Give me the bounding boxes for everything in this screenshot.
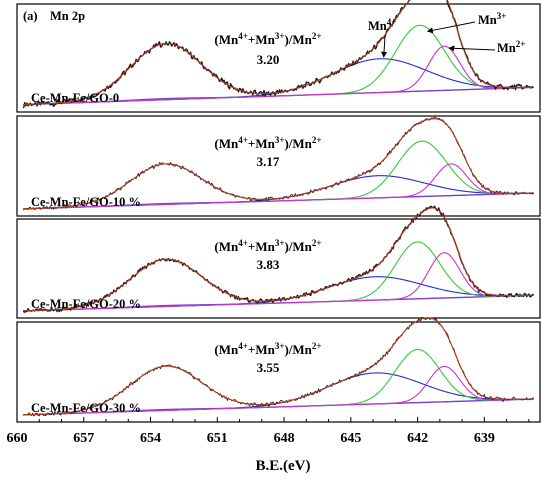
spectrum-panel: Ce-Mn-Fe/GO-20 % (Mn4++Mn3+)/Mn2+ 3.83 [16,205,541,319]
spectrum-panel: Ce-Mn-Fe/GO-0 (Mn4++Mn3+)/Mn2+ 3.20 (a) Mn 2… [16,0,541,113]
sample-label: Ce-Mn-Fe/GO-0 [31,91,119,105]
spectrum-panel: Ce-Mn-Fe/GO-30 % (Mn4++Mn3+)/Mn2+ 3.55 [16,316,541,423]
ratio-label: (Mn4++Mn3+)/Mn2+ [214,135,321,151]
ratio-value: 3.20 [257,52,280,67]
mn2-component [23,252,534,312]
x-tick-label: 651 [207,431,228,446]
x-tick-label: 645 [340,431,361,446]
panel-tag: (a) [23,9,38,23]
x-axis: 660 657 654 651 648 645 642 639 [7,417,530,446]
raw-spectrum [22,0,535,109]
mn3-arrow [426,21,476,34]
x-axis-title: B.E.(eV) [256,458,311,474]
x-tick-label: 642 [407,431,428,446]
mn4-peak-label: Mn4+ [368,17,396,33]
ratio-label: (Mn4++Mn3+)/Mn2+ [214,238,321,254]
panel-frame [16,115,541,217]
panel-frame [16,3,541,113]
sample-label: Ce-Mn-Fe/GO-20 % [31,297,141,311]
ratio-label: (Mn4++Mn3+)/Mn2+ [214,341,321,357]
chart-title: Mn 2p [50,9,85,23]
ratio-label: (Mn4++Mn3+)/Mn2+ [214,31,321,47]
fitted-envelope [23,118,534,210]
ratio-value: 3.55 [257,360,280,375]
mn2-arrow [448,45,496,52]
mn2-component [23,163,534,210]
fitted-envelope [23,0,534,106]
fitted-envelope [23,317,534,416]
sample-label: Ce-Mn-Fe/GO-30 % [31,401,141,415]
mn4-arrow [381,35,388,58]
ratio-value: 3.83 [257,257,280,272]
spectra-panels: Ce-Mn-Fe/GO-0 (Mn4++Mn3+)/Mn2+ 3.20 (a) Mn 2… [16,0,541,423]
fitted-envelope [23,207,534,312]
x-tick-label: 648 [274,431,295,446]
mn3-peak-label: Mn3+ [478,11,506,27]
panel-frame [16,321,541,423]
x-tick-label: 657 [73,431,94,446]
spectrum-panel: Ce-Mn-Fe/GO-10 % (Mn4++Mn3+)/Mn2+ 3.17 [16,115,541,217]
mn2-peak-label: Mn2+ [497,39,525,55]
mn2-component [23,365,534,416]
ratio-value: 3.17 [257,154,280,169]
x-tick-label: 639 [474,431,495,446]
x-tick-label: 654 [140,431,161,446]
x-tick-label: 660 [7,431,28,446]
panel-frame [16,218,541,319]
sample-label: Ce-Mn-Fe/GO-10 % [31,195,141,209]
